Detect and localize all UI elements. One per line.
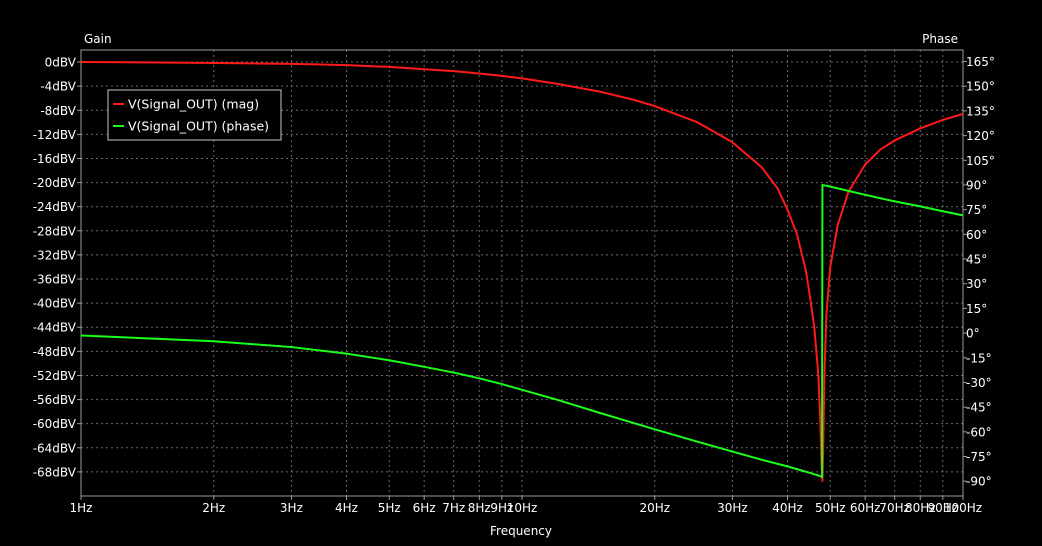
x-tick-label: 3Hz <box>280 501 303 515</box>
x-tick-label: 10Hz <box>507 501 538 515</box>
y-right-tick-label: 0° <box>966 327 980 341</box>
x-tick-label: 70Hz <box>879 501 910 515</box>
y-left-tick-label: -56dBV <box>33 393 77 407</box>
legend: V(Signal_OUT) (mag) V(Signal_OUT) (phase… <box>107 89 282 141</box>
y-right-tick-label: -60° <box>966 425 992 439</box>
y-left-tick-label: -68dBV <box>33 465 77 479</box>
x-tick-label: 60Hz <box>850 501 881 515</box>
y-left-axis-ticks: 0dBV -4dBV -8dBV -12dBV -16dBV -20dBV -24dBV -2… <box>33 56 81 479</box>
y-left-tick-label: -44dBV <box>33 321 77 335</box>
x-tick-label: 6Hz <box>413 501 436 515</box>
y-left-tick-label: -48dBV <box>33 345 77 359</box>
y-right-axis-label: Phase <box>922 32 958 46</box>
x-tick-label: 8Hz <box>468 501 491 515</box>
y-left-tick-label: -40dBV <box>33 297 77 311</box>
x-tick-label: 9Hz <box>490 501 513 515</box>
y-right-tick-label: 60° <box>966 228 987 242</box>
y-left-tick-label: -60dBV <box>33 417 77 431</box>
x-tick-label: 80Hz <box>905 501 936 515</box>
legend-entry-phase: V(Signal_OUT) (phase) <box>128 119 269 134</box>
y-right-tick-label: 15° <box>966 302 987 316</box>
y-right-tick-label: 30° <box>966 277 987 291</box>
y-right-tick-label: 135° <box>966 104 995 118</box>
x-tick-label: 50Hz <box>815 501 846 515</box>
series-line-phase <box>80 183 964 479</box>
y-left-tick-label: 0dBV <box>45 56 77 70</box>
y-left-tick-label: -12dBV <box>33 128 77 142</box>
y-left-tick-label: -36dBV <box>33 273 77 287</box>
y-left-tick-label: -52dBV <box>33 369 77 383</box>
x-tick-label: 5Hz <box>378 501 401 515</box>
y-right-tick-label: 165° <box>966 55 995 69</box>
legend-entry-mag: V(Signal_OUT) (mag) <box>128 97 259 112</box>
y-left-tick-label: -64dBV <box>33 441 77 455</box>
x-tick-label: 20Hz <box>639 501 670 515</box>
y-right-tick-label: -45° <box>966 401 992 415</box>
x-tick-label: 90Hz <box>928 501 959 515</box>
y-left-axis-label: Gain <box>84 32 112 46</box>
x-axis-label: Frequency <box>490 524 552 538</box>
y-right-tick-label: 75° <box>966 203 987 217</box>
y-right-tick-label: 120° <box>966 129 995 143</box>
y-right-tick-label: 90° <box>966 178 987 192</box>
y-right-tick-label: 45° <box>966 253 987 267</box>
legend-box <box>107 89 282 141</box>
x-tick-label: 40Hz <box>772 501 803 515</box>
y-right-tick-label: -30° <box>966 376 992 390</box>
y-left-tick-label: -4dBV <box>40 80 76 94</box>
x-tick-label: 7Hz <box>442 501 465 515</box>
x-tick-label: 30Hz <box>717 501 748 515</box>
y-right-tick-label: -15° <box>966 351 992 365</box>
x-tick-label: 2Hz <box>202 501 225 515</box>
y-left-tick-label: -16dBV <box>33 152 77 166</box>
x-tick-label: 100Hz <box>944 501 982 515</box>
x-tick-label: 1Hz <box>70 501 93 515</box>
y-left-tick-label: -8dBV <box>40 104 76 118</box>
y-right-tick-label: -75° <box>966 450 992 464</box>
y-left-tick-label: -24dBV <box>33 200 77 214</box>
series-lines <box>80 61 964 482</box>
y-right-tick-label: 105° <box>966 154 995 168</box>
y-left-tick-label: -32dBV <box>33 248 77 262</box>
y-right-tick-label: 150° <box>966 80 995 94</box>
y-left-tick-label: -28dBV <box>33 224 77 238</box>
grid <box>81 50 963 496</box>
y-right-tick-label: -90° <box>966 475 992 489</box>
series-line-mag <box>80 61 964 482</box>
y-left-tick-label: -20dBV <box>33 176 77 190</box>
x-tick-label: 4Hz <box>335 501 358 515</box>
y-right-axis-ticks: 165° 150° 135° 120° 105° 90° 75° 60° 45° 30° 15° 0°… <box>963 55 995 489</box>
